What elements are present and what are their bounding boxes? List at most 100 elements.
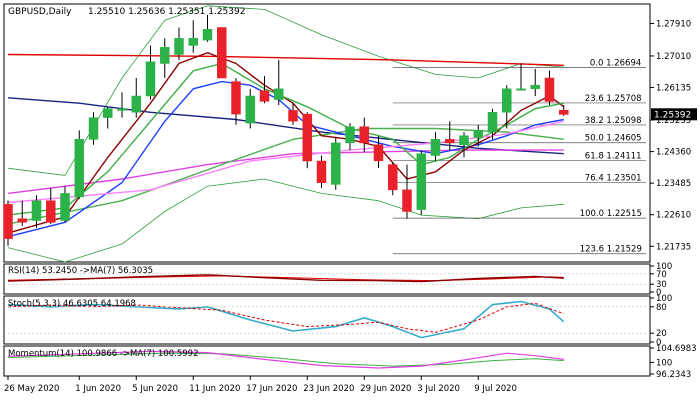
candle-body-22	[316, 160, 327, 183]
candle-body-14	[202, 29, 213, 41]
fib-label-1: 23.6 1.25708	[585, 94, 642, 104]
candle-body-8	[117, 108, 127, 111]
bollinger-layer	[7, 5, 564, 263]
momentum-tick-label-2: 96.2343	[656, 370, 691, 380]
candle-body-29	[416, 153, 427, 210]
candle-body-9	[131, 95, 142, 113]
time-axis: 26 May 2020 1 Jun 2020 5 Jun 2020 11 Jun 20…	[4, 376, 517, 394]
candle-body-34	[487, 112, 498, 133]
rsi-tick-label-3: 0	[656, 288, 661, 298]
stoch-tick-label-2: 20	[656, 329, 667, 339]
candle-body-5	[74, 139, 85, 198]
candle-body-10	[145, 61, 156, 97]
candle-body-36	[516, 88, 526, 91]
candle-body-6	[88, 117, 99, 140]
candle-body-30	[430, 139, 441, 156]
price-tick-label-1: 1.27010	[656, 52, 691, 62]
candle-body-11	[160, 47, 170, 64]
time-tick-label-7: 3 Jul 2020	[417, 384, 460, 394]
time-tick-label-1: 1 Jun 2020	[75, 384, 121, 394]
rsi-label: RSI(14) 53.2450 ->MA(7) 56.3035	[8, 266, 153, 276]
bollinger-upper-band	[7, 5, 564, 176]
fib-label-2: 38.2 1.25098	[585, 116, 642, 126]
time-tick-label-5: 23 Jun 2020	[303, 384, 354, 394]
price-tick-label-3: 1.25235	[656, 116, 691, 126]
stoch-tick-label-0: 100	[656, 294, 672, 304]
candle-body-28	[402, 189, 412, 212]
chart-header-ohlc: 1.25510 1.25636 1.25351 1.25392	[88, 7, 245, 17]
fib-label-5: 76.4 1.23501	[585, 174, 642, 184]
candle-body-25	[359, 126, 370, 144]
candle-body-27	[388, 164, 398, 191]
fib-label-3: 50.0 1.24605	[585, 134, 642, 144]
ma-line-0	[7, 53, 564, 66]
stoch-tick-label-1: 80	[656, 303, 667, 313]
price-panel-frame	[3, 3, 651, 263]
candle-body-18	[259, 90, 270, 102]
candle-body-4	[60, 193, 70, 221]
momentum-tick-label-1: 100	[656, 358, 672, 368]
candle-body-2	[31, 200, 42, 221]
rsi-panel-frame	[3, 263, 651, 295]
bollinger-lower-band	[7, 178, 564, 263]
candle-body-17	[245, 95, 256, 124]
stoch-line-1	[7, 302, 564, 333]
stoch-line-0	[7, 300, 565, 339]
candle-body-39	[559, 109, 569, 115]
price-tick-label-4: 1.24360	[656, 148, 691, 158]
fib-label-0: 0.0 1.26694	[590, 58, 641, 68]
candle-body-19	[274, 88, 284, 100]
rsi-tick-label-2: 30	[656, 280, 667, 290]
candle-body-24	[345, 126, 355, 144]
momentum-tick-label-0: 104.6983	[656, 344, 697, 354]
price-tick-label-5: 1.23485	[656, 179, 691, 189]
time-tick-label-8: 9 Jul 2020	[474, 384, 517, 394]
stoch-tick-label-3: 0	[656, 338, 661, 348]
candle-body-21	[302, 113, 313, 162]
fibonacci-layer: 0.0 1.26694 23.6 1.25708 38.2 1.25098 50.0 …	[392, 58, 646, 255]
candle-body-16	[231, 81, 241, 115]
price-tick-label-2: 1.26135	[656, 84, 691, 94]
candle-body-12	[174, 38, 184, 55]
price-axis: 1.27910 1.27010 1.26135 1.25235 1.24360 1.234…	[650, 19, 691, 252]
candle-body-38	[544, 77, 555, 102]
candle-body-26	[373, 144, 384, 162]
momentum-panel-frame	[3, 345, 651, 377]
candles-layer	[3, 14, 569, 246]
rsi-line-1	[7, 274, 564, 283]
candle-body-33	[473, 130, 484, 138]
rsi-tick-label-1: 70	[656, 270, 667, 280]
time-tick-label-0: 26 May 2020	[4, 384, 59, 394]
momentum-layer: 104.6983 100 96.2343	[7, 344, 697, 380]
candle-body-15	[217, 27, 227, 79]
candle-body-37	[530, 84, 541, 90]
price-tick-label-7: 1.21735	[656, 242, 691, 252]
time-tick-label-6: 29 Jun 2020	[360, 384, 411, 394]
momentum-line-0	[7, 352, 564, 367]
candle-body-3	[46, 200, 56, 223]
candle-body-13	[188, 38, 199, 46]
current-price-label: 1.25392	[654, 110, 691, 120]
candle-body-7	[103, 108, 113, 118]
price-tick-label-6: 1.22610	[656, 211, 691, 221]
chart-header-symbol: GBPUSD,Daily	[8, 7, 72, 17]
price-tick-label-0: 1.27910	[656, 19, 691, 29]
stoch-label: Stoch(5,3,3) 46.6305 64.1968	[8, 299, 136, 309]
candle-body-32	[459, 135, 469, 145]
time-tick-label-3: 11 Jun 2020	[189, 384, 240, 394]
momentum-line-1	[7, 350, 564, 369]
fib-label-6: 100.0 1.22515	[580, 209, 642, 219]
current-price-box	[651, 108, 697, 121]
candle-body-20	[288, 110, 298, 122]
fib-label-7: 123.6 1.21529	[580, 245, 642, 255]
current-price-marker: 1.25392	[651, 108, 697, 121]
fib-label-4: 61.8 1.24111	[585, 152, 642, 162]
rsi-tick-label-0: 100	[656, 262, 672, 272]
candle-body-31	[445, 139, 455, 144]
candle-body-1	[17, 218, 28, 223]
candle-body-23	[331, 142, 341, 185]
time-tick-label-4: 17 Jun 2020	[246, 384, 297, 394]
